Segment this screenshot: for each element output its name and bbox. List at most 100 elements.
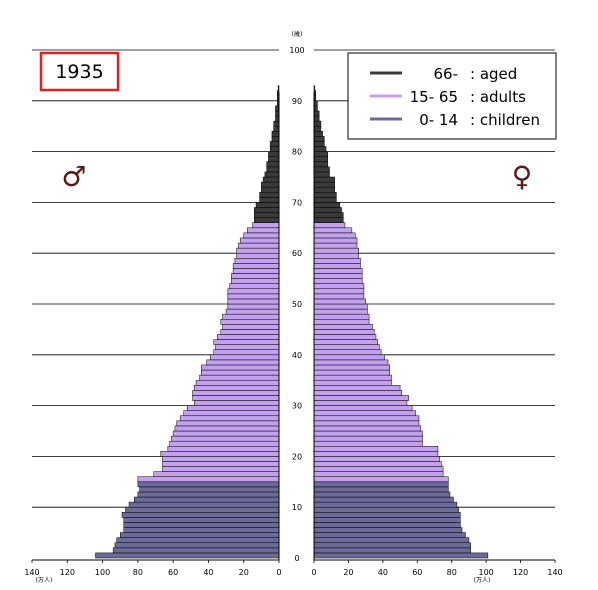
female-bar-age-73 xyxy=(313,181,335,188)
male-bar-age-28 xyxy=(183,410,280,417)
male-bar-age-50 xyxy=(227,298,280,305)
female-bar-age-29 xyxy=(313,405,413,411)
female-symbol-icon: ♀ xyxy=(512,160,533,193)
female-bar-age-31 xyxy=(313,395,409,401)
female-bar-age-41 xyxy=(313,344,380,350)
bars xyxy=(95,85,489,559)
female-value-tick-label-120: 120 xyxy=(513,568,528,577)
female-bar-age-26 xyxy=(313,420,420,427)
male-bar-age-18 xyxy=(162,461,280,467)
female-bar-age-23 xyxy=(313,435,423,442)
female-bar-age-56 xyxy=(313,268,363,274)
male-bar-age-62 xyxy=(239,237,280,244)
female-bar-age-8 xyxy=(313,512,461,518)
age-tick-label-50: 50 xyxy=(292,300,302,309)
female-bar-age-54 xyxy=(313,278,363,284)
female-bar-age-58 xyxy=(313,258,361,264)
female-bar-age-14 xyxy=(313,481,449,488)
female-value-tick-label-140: 140 xyxy=(547,568,562,577)
male-bar-age-64 xyxy=(246,227,280,234)
male-bar-age-73 xyxy=(261,181,280,188)
male-bar-age-2 xyxy=(114,542,280,549)
male-bar-age-20 xyxy=(160,451,280,457)
male-bar-age-78 xyxy=(268,156,280,163)
female-bar-age-84 xyxy=(313,125,322,132)
male-bar-age-82 xyxy=(271,136,280,142)
female-bar-age-30 xyxy=(313,400,408,406)
male-value-tick-label-100: 100 xyxy=(95,568,110,577)
male-bar-age-54 xyxy=(231,278,280,284)
male-bar-age-40 xyxy=(213,349,280,356)
female-bar-age-88 xyxy=(313,105,318,112)
age-tick-label-20: 20 xyxy=(292,452,302,461)
male-value-unit-label: (万人) xyxy=(36,577,53,584)
female-bar-age-24 xyxy=(313,430,423,437)
female-bar-age-87 xyxy=(313,110,320,117)
female-bar-age-36 xyxy=(313,369,390,376)
axes: 0 10 20 30 40 50 60 70 80 90 100 (歳) 0 0 20 20 40 40 60 60 8… xyxy=(24,30,562,584)
female-bar-age-9 xyxy=(313,506,459,513)
year-box xyxy=(39,51,120,92)
female-bar-age-86 xyxy=(313,115,320,122)
female-bar-age-32 xyxy=(313,390,403,396)
female-bar-age-20 xyxy=(313,451,439,457)
female-bar-age-52 xyxy=(313,288,365,295)
female-bar-age-60 xyxy=(313,247,360,254)
male-bar-age-12 xyxy=(137,491,280,498)
female-value-tick-label-60: 60 xyxy=(412,568,422,577)
male-bar-age-72 xyxy=(261,186,280,193)
male-bar-age-10 xyxy=(128,501,280,508)
female-bar-age-37 xyxy=(313,364,390,371)
male-value-tick-label-120: 120 xyxy=(60,568,75,577)
legend: 66-: aged 15- 65: adults 0- 14: children xyxy=(347,52,557,140)
female-bar-age-44 xyxy=(313,329,375,335)
male-bar-age-71 xyxy=(259,191,280,198)
male-bar-age-38 xyxy=(206,359,280,366)
female-bar-age-53 xyxy=(313,283,365,290)
male-bar-age-21 xyxy=(167,445,280,452)
male-bar-age-60 xyxy=(236,247,280,254)
male-bar-age-92 xyxy=(277,85,280,91)
female-bar-age-5 xyxy=(313,527,463,533)
female-bar-age-70 xyxy=(313,197,337,203)
male-bar-age-85 xyxy=(273,120,280,127)
male-value-tick-label-60: 60 xyxy=(168,568,178,577)
male-bar-age-35 xyxy=(199,374,280,381)
male-bar-age-88 xyxy=(275,105,280,112)
male-bar-age-81 xyxy=(269,141,280,147)
male-bar-age-36 xyxy=(201,369,280,376)
age-tick-label-60: 60 xyxy=(292,249,302,258)
female-bar-age-82 xyxy=(313,136,325,142)
male-bar-age-48 xyxy=(225,308,280,315)
male-bar-age-9 xyxy=(125,506,280,513)
female-bar-age-71 xyxy=(313,191,337,198)
male-bar-age-86 xyxy=(275,115,280,122)
male-bar-age-51 xyxy=(227,293,280,300)
male-bar-age-1 xyxy=(112,547,280,554)
female-bar-age-83 xyxy=(313,131,323,137)
male-bar-age-42 xyxy=(213,339,280,345)
male-bar-age-63 xyxy=(243,232,280,239)
legend-label-2: : children xyxy=(470,111,540,129)
male-bar-age-13 xyxy=(139,486,280,493)
age-tick-label-0: 0 xyxy=(294,554,299,563)
male-bar-age-5 xyxy=(123,527,280,533)
male-bar-age-44 xyxy=(220,329,280,335)
male-bar-age-15 xyxy=(137,476,280,483)
male-bar-age-37 xyxy=(201,364,280,371)
male-value-tick-label-80: 80 xyxy=(133,568,143,577)
male-bar-age-25 xyxy=(174,425,280,432)
male-bar-age-29 xyxy=(187,405,280,411)
male-bar-age-19 xyxy=(162,456,280,462)
male-bar-age-56 xyxy=(232,268,280,274)
female-bar-age-66 xyxy=(313,217,344,223)
female-bar-age-65 xyxy=(313,222,346,229)
female-value-tick-label-80: 80 xyxy=(447,568,457,577)
male-bar-age-53 xyxy=(229,283,280,290)
female-bar-age-74 xyxy=(313,176,335,183)
female-bar-age-15 xyxy=(313,476,449,483)
legend-label-0: : aged xyxy=(470,65,517,83)
female-value-tick-label-100: 100 xyxy=(479,568,494,577)
male-bar-age-57 xyxy=(232,263,280,269)
female-bar-age-48 xyxy=(313,308,368,315)
